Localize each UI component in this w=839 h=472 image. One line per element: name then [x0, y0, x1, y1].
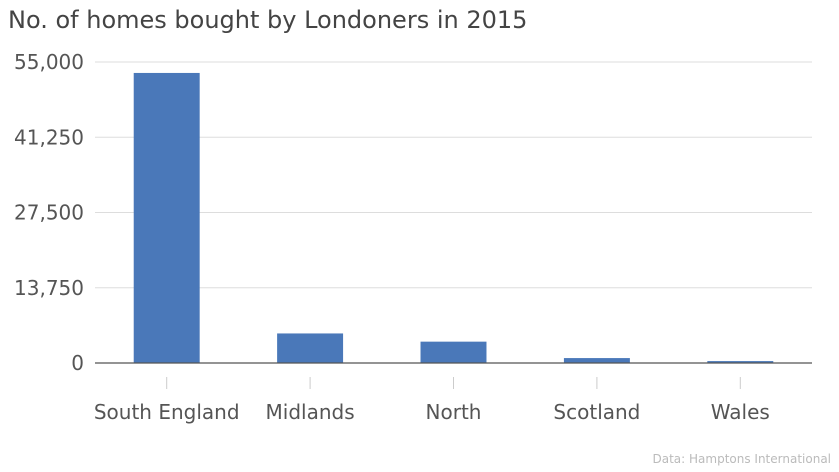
y-tick-label: 13,750 [14, 276, 84, 300]
bar-midlands [277, 333, 344, 363]
x-tick-label: South England [94, 400, 240, 424]
bars [133, 72, 774, 363]
y-axis-ticks: 0 13,750 27,500 41,250 55,000 [14, 50, 84, 375]
x-axis-ticks: South England Midlands North Scotland Wales [94, 377, 770, 424]
bar-wales [707, 361, 774, 363]
bar-scotland [563, 358, 630, 363]
gridlines [95, 61, 812, 289]
y-tick-label: 0 [71, 351, 84, 375]
y-tick-label: 27,500 [14, 201, 84, 225]
x-tick-label: Midlands [266, 400, 355, 424]
source-note: Data: Hamptons International [652, 452, 832, 466]
y-tick-label: 55,000 [14, 50, 84, 74]
x-tick-label: North [426, 400, 482, 424]
bar-north [420, 341, 487, 363]
chart-title: No. of homes bought by Londoners in 2015 [8, 6, 528, 34]
x-tick-label: Wales [711, 400, 770, 424]
bar-south-england [133, 72, 200, 363]
y-tick-label: 41,250 [14, 125, 84, 149]
x-tick-label: Scotland [553, 400, 640, 424]
